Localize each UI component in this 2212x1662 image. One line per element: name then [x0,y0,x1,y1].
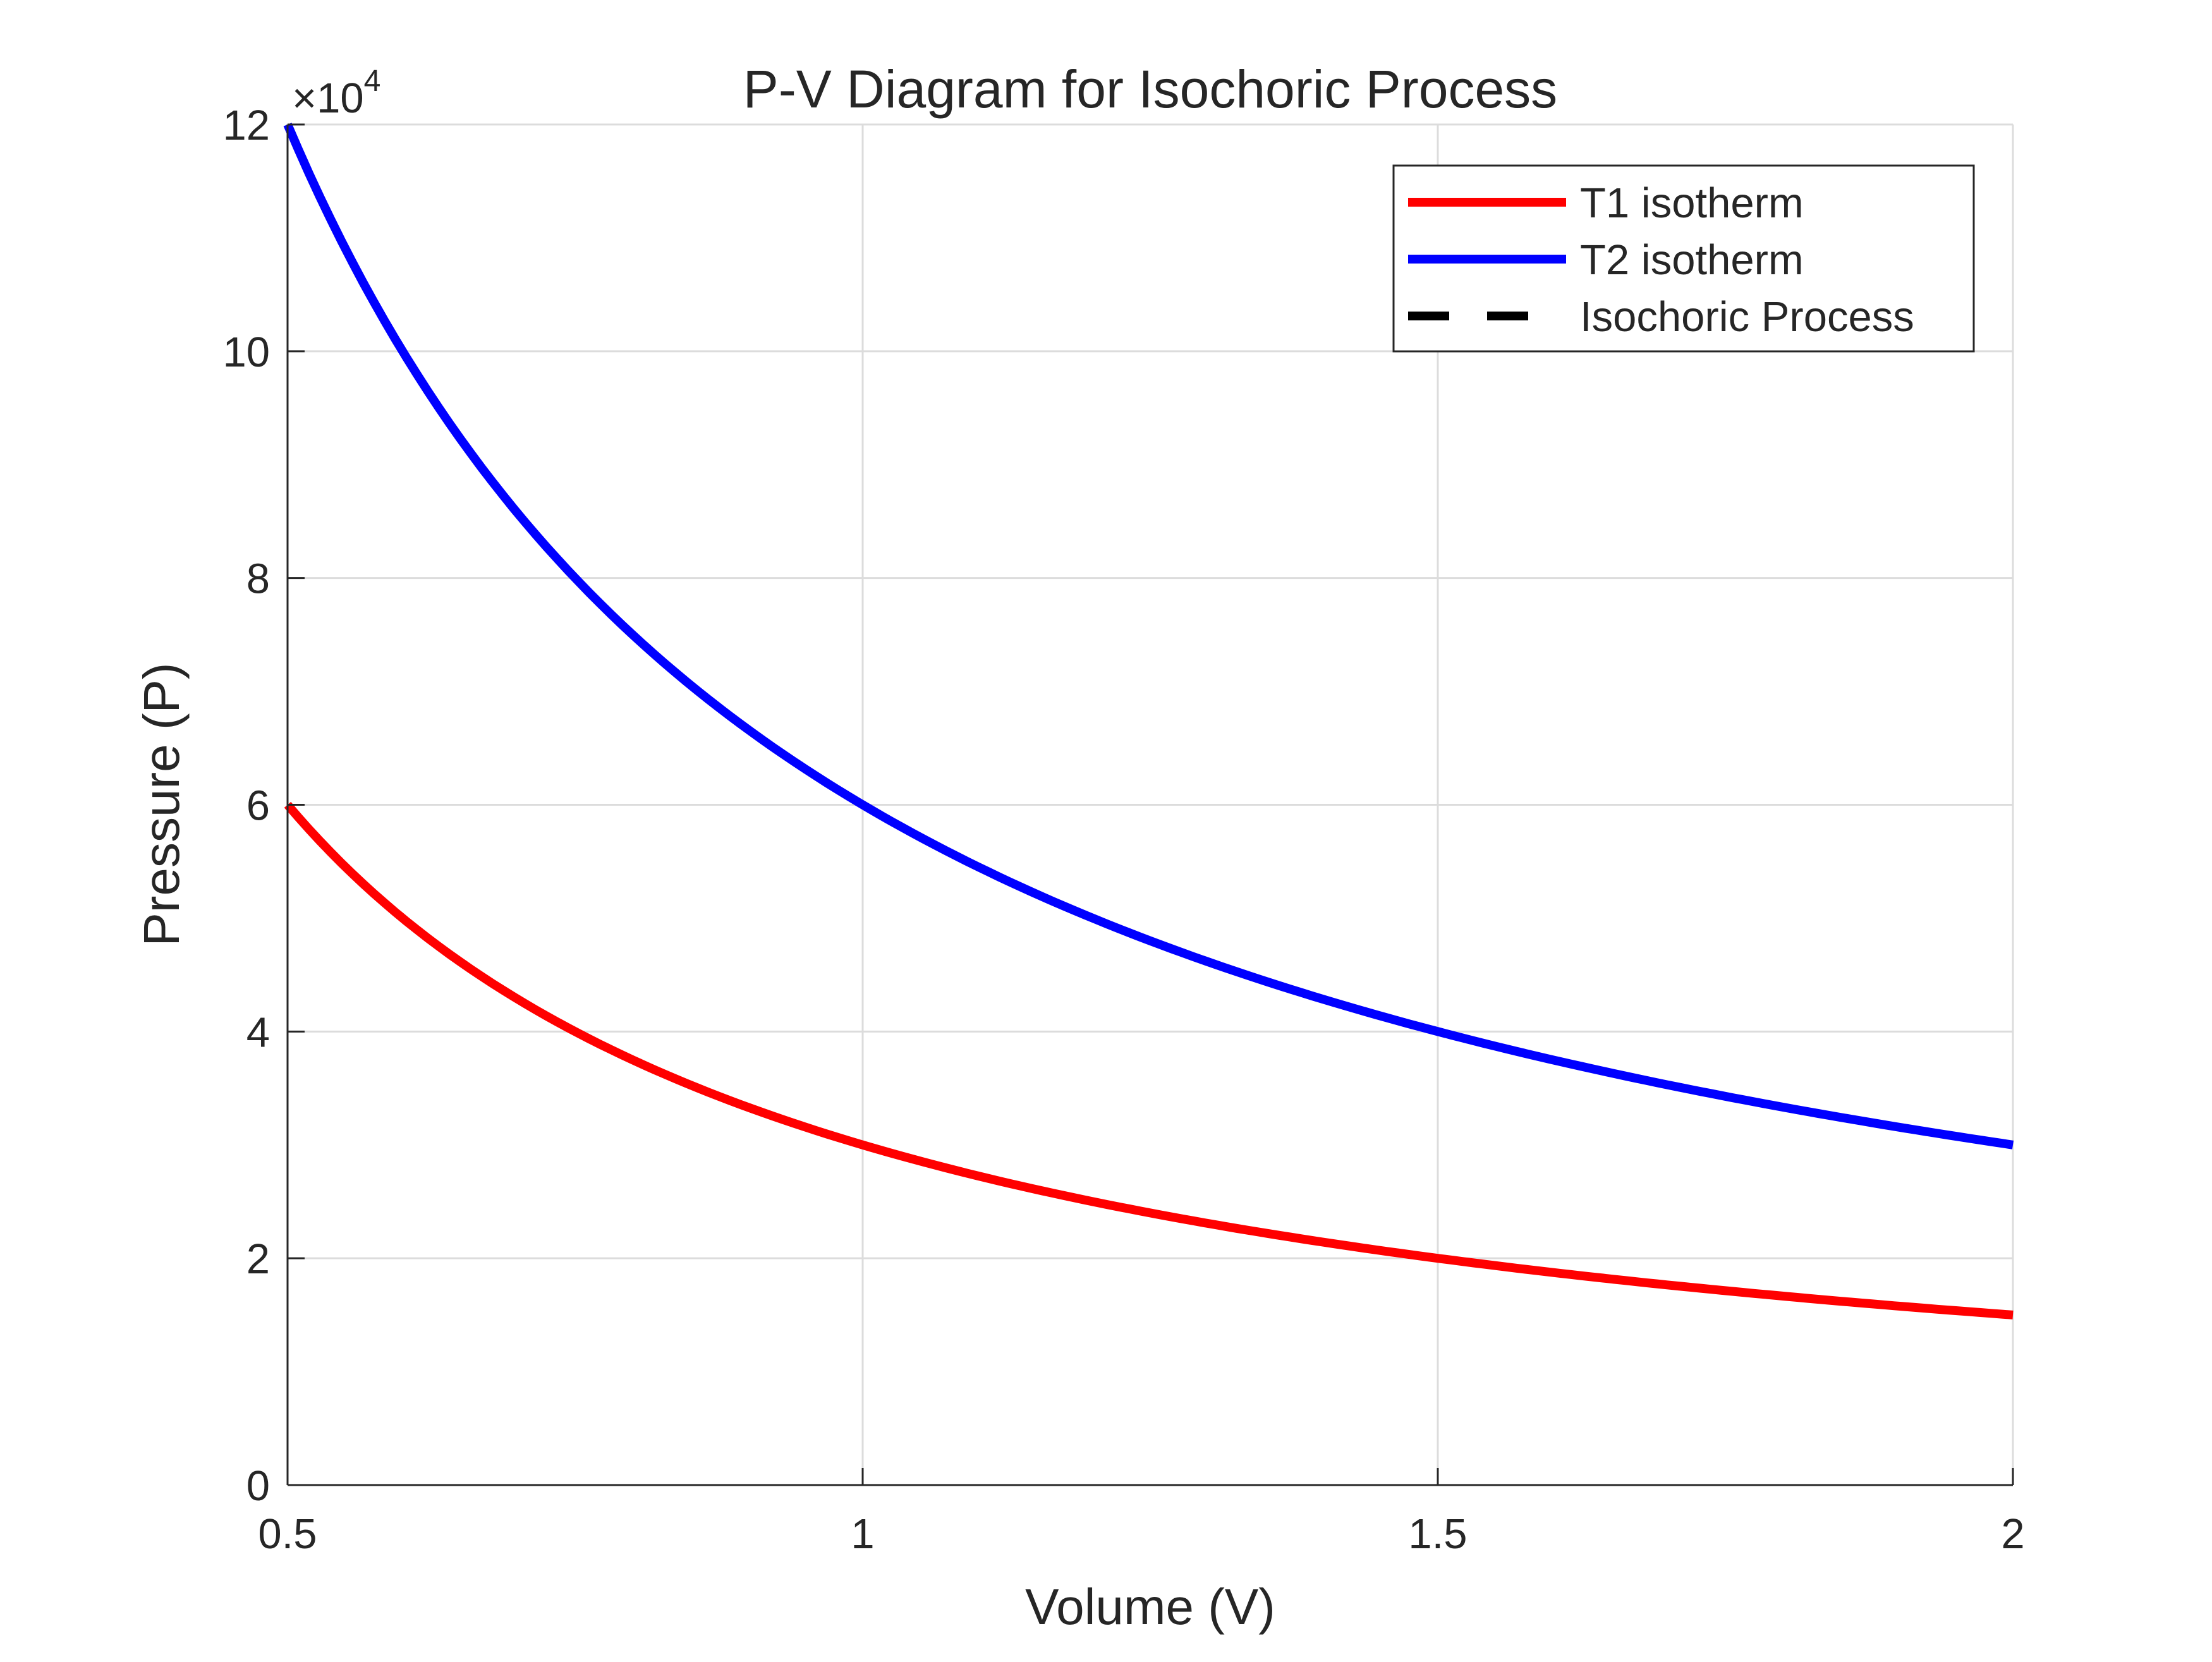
exponent-power: 4 [364,64,381,98]
y-axis-label: Pressure (P) [133,663,190,947]
series-lines [283,123,2014,1319]
y-tick-label: 4 [246,1009,270,1056]
y-tick-label: 10 [222,329,270,376]
chart-title: P-V Diagram for Isochoric Process [743,59,1557,119]
exponent-base: ×10 [292,75,364,122]
y-tick-label: 12 [222,102,270,149]
tick-labels: 0.5 1 1.5 2 0 2 4 6 8 10 12 [222,102,2024,1558]
x-tick-label: 1 [851,1510,874,1558]
svg-text:×104: ×104 [292,64,380,122]
y-tick-label: 0 [246,1462,270,1510]
y-tick-label: 6 [246,782,270,830]
series-line-1 [284,801,2014,1319]
x-axis-label: Volume (V) [1025,1579,1275,1635]
x-tick-label: 0.5 [258,1510,317,1558]
legend-label-3: Isochoric Process [1580,293,1914,341]
x-tick-label: 2 [2001,1510,2024,1558]
y-tick-label: 2 [246,1235,270,1283]
series-line-2 [283,123,2014,1149]
x-tick-label: 1.5 [1408,1510,1467,1558]
legend: T1 isotherm T2 isotherm Isochoric Process [1392,164,1975,353]
y-tick-label: 8 [246,555,270,603]
legend-label-2: T2 isotherm [1580,236,1804,284]
axes [286,123,2014,1486]
legend-label-1: T1 isotherm [1580,179,1804,227]
y-axis-exponent: ×104 [292,64,380,122]
